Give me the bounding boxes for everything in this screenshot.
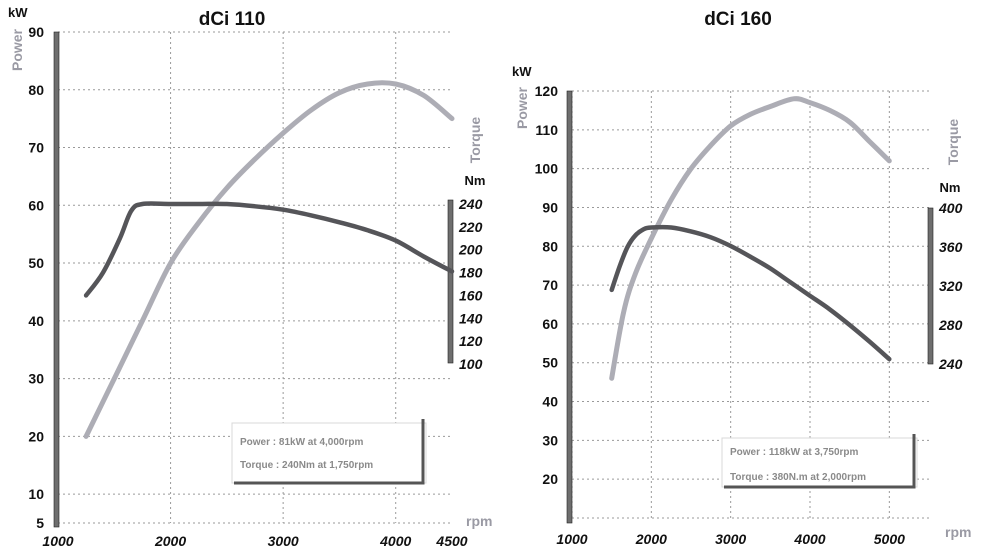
torque-tick-label: 120 [459, 333, 483, 349]
torque-curve [83, 201, 455, 298]
power-curve [609, 96, 892, 381]
power-unit-label: kW [512, 64, 532, 79]
power-tick-label: 30 [542, 432, 558, 448]
chart-title: dCi 160 [704, 9, 772, 30]
rpm-tick-label: 3000 [268, 533, 299, 549]
power-tick-label: 60 [542, 316, 558, 332]
rpm-tick-label: 4000 [793, 531, 825, 547]
spec-note-text: Power : 118kW at 3,750rpm [730, 447, 859, 458]
torque-tick-label: 280 [938, 317, 963, 333]
torque-axis-label: Torque [467, 117, 483, 164]
power-tick-label: 50 [28, 255, 44, 271]
power-tick-label: 40 [28, 313, 44, 329]
power-tick-label: 120 [535, 83, 559, 99]
power-axis-bar [53, 31, 60, 528]
torque-tick-label: 160 [459, 287, 483, 303]
rpm-axis-label: rpm [945, 524, 971, 540]
power-tick-label: 20 [28, 428, 44, 444]
power-axis-label: Power [514, 86, 530, 129]
spec-note-shadow [724, 434, 916, 489]
torque-tick-label: 200 [458, 242, 483, 258]
torque-tick-label: 140 [459, 310, 483, 326]
torque-tick-label: 360 [939, 239, 963, 255]
torque-axis-bar [927, 207, 934, 365]
spec-note-text: Power : 81kW at 4,000rpm [240, 437, 363, 448]
torque-tick-label: 220 [458, 219, 483, 235]
chart-title: dCi 110 [199, 9, 266, 30]
torque-tick-label: 240 [458, 196, 483, 212]
power-tick-label: 60 [28, 197, 44, 213]
spec-note-box [231, 422, 427, 484]
torque-axis-label: Torque [945, 119, 961, 166]
spec-note-text: Torque : 380N.m at 2,000rpm [730, 472, 866, 483]
rpm-tick-label: 2000 [635, 531, 667, 547]
torque-unit-label: Nm [465, 173, 486, 188]
torque-curve [609, 224, 892, 362]
rpm-axis-label: rpm [466, 513, 492, 529]
rpm-tick-label: 1000 [42, 533, 73, 549]
power-tick-label: 5 [36, 515, 44, 531]
torque-unit-label: Nm [940, 180, 961, 195]
rpm-tick-label: 4000 [379, 533, 411, 549]
power-tick-label: 30 [28, 371, 44, 387]
rpm-tick-label: 4500 [435, 533, 467, 549]
power-tick-label: 10 [28, 486, 44, 502]
power-axis-bar [566, 90, 573, 524]
torque-tick-label: 240 [938, 356, 963, 372]
power-tick-label: 90 [542, 199, 558, 215]
torque-axis-bar [447, 199, 454, 364]
chart-panel-2: dCi 160 kW Power Torque Nm rpm 20 30 40 50 60 70 80 9… [512, 9, 971, 547]
torque-tick-label: 400 [938, 200, 963, 216]
power-tick-label: 90 [28, 24, 44, 40]
power-tick-label: 80 [28, 82, 44, 98]
rpm-tick-label: 2000 [154, 533, 186, 549]
rpm-tick-label: 3000 [715, 531, 746, 547]
torque-tick-label: 320 [939, 278, 963, 294]
power-curve [83, 80, 455, 439]
rpm-tick-label: 5000 [874, 531, 905, 547]
power-tick-label: 70 [542, 277, 558, 293]
power-tick-label: 110 [535, 122, 558, 138]
spec-note-shadow [234, 419, 425, 485]
power-unit-label: kW [8, 5, 28, 20]
chart-panel-1: dCi 110 kW Power Torque Nm rpm 5 10 20 30 40 50 60 70… [8, 5, 492, 549]
power-tick-label: 80 [542, 238, 558, 254]
power-tick-label: 20 [542, 471, 558, 487]
power-tick-label: 100 [535, 161, 559, 177]
power-tick-label: 40 [542, 394, 558, 410]
power-axis-label: Power [9, 28, 25, 71]
rpm-tick-label: 1000 [556, 531, 587, 547]
power-tick-label: 50 [542, 355, 558, 371]
torque-tick-label: 180 [459, 265, 483, 281]
spec-note-text: Torque : 240Nm at 1,750rpm [240, 460, 373, 471]
spec-note-box [721, 437, 918, 488]
torque-tick-label: 100 [459, 356, 483, 372]
power-tick-label: 70 [28, 140, 44, 156]
